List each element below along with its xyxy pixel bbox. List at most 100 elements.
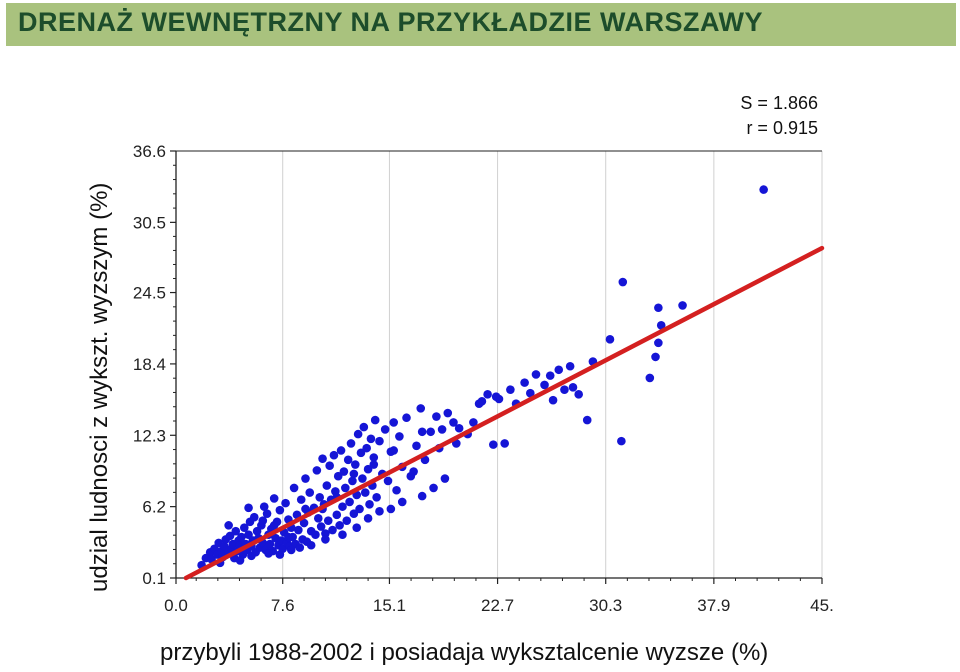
data-point	[265, 539, 275, 549]
data-point	[339, 467, 349, 476]
page-title: DRENAŻ WEWNĘTRZNY NA PRZYKŁADZIE WARSZAW…	[18, 7, 763, 37]
data-point	[369, 460, 379, 469]
data-point	[574, 390, 583, 399]
data-point	[349, 469, 359, 479]
data-point	[343, 455, 353, 465]
data-point	[284, 532, 293, 542]
data-point	[224, 521, 233, 530]
data-point	[332, 510, 342, 520]
data-point	[341, 483, 350, 493]
data-point	[432, 412, 441, 421]
data-point	[520, 378, 529, 387]
data-point	[294, 525, 303, 535]
title-bar: DRENAŻ WEWNĘTRZNY NA PRZYKŁADZIE WARSZAW…	[6, 3, 956, 46]
data-point	[437, 425, 447, 434]
data-point	[360, 488, 370, 497]
data-point	[313, 514, 323, 523]
data-point	[244, 503, 253, 513]
x-tick-label: 15.1	[373, 596, 406, 615]
data-point	[346, 439, 356, 448]
data-point	[345, 497, 354, 507]
tick-labels: 0.1 6.2 12.3 18.4 24.5 30.5 36.6 0.0 7.6 15.1 22.7…	[133, 142, 834, 615]
data-point	[259, 502, 269, 511]
data-point	[269, 494, 279, 503]
data-point	[372, 492, 381, 502]
data-point	[328, 525, 337, 535]
data-point	[409, 467, 418, 476]
data-point	[311, 530, 320, 540]
y-tick-label: 30.5	[133, 213, 166, 232]
data-point	[335, 521, 344, 530]
data-point	[318, 454, 327, 463]
data-point	[370, 415, 380, 425]
data-point	[380, 425, 390, 434]
y-tick-label: 18.4	[133, 355, 166, 374]
data-point	[654, 338, 663, 348]
data-point	[506, 385, 515, 394]
data-point	[281, 498, 290, 508]
y-axis-title: udzial ludnosci z wykszt. wyzszym (%)	[86, 183, 113, 592]
regression-line	[183, 245, 825, 581]
data-point	[568, 383, 578, 392]
data-point	[349, 509, 359, 518]
x-tick-label: 7.6	[271, 596, 295, 615]
fit-line	[183, 245, 825, 581]
data-point	[342, 516, 352, 525]
data-point	[352, 523, 362, 532]
data-point	[325, 461, 334, 470]
data-point	[336, 446, 346, 455]
data-point	[617, 436, 626, 446]
data-point	[656, 321, 666, 330]
data-point	[355, 504, 364, 514]
data-point	[262, 509, 272, 518]
data-point	[582, 415, 592, 425]
y-tick-label: 24.5	[133, 284, 166, 303]
data-point	[305, 488, 315, 497]
data-point	[402, 413, 411, 423]
x-tick-label: 45.	[810, 596, 834, 615]
data-point	[678, 301, 687, 310]
data-point	[474, 399, 484, 408]
data-point	[301, 474, 310, 483]
data-point	[315, 492, 325, 502]
stat-s: S = 1.866	[740, 93, 818, 113]
x-tick-label: 37.9	[697, 596, 730, 615]
data-point	[356, 448, 366, 458]
data-point	[286, 545, 296, 555]
data-point	[316, 522, 326, 531]
data-point	[645, 373, 655, 383]
data-point	[392, 485, 401, 495]
data-point	[416, 404, 426, 413]
data-point	[429, 483, 438, 493]
data-point	[449, 418, 458, 427]
data-point	[299, 518, 309, 528]
data-point	[353, 429, 363, 439]
data-point	[554, 365, 564, 375]
data-point	[237, 532, 246, 542]
data-point	[483, 390, 492, 399]
data-point	[220, 542, 229, 551]
data-point	[239, 523, 249, 532]
data-point	[759, 185, 768, 194]
data-point	[545, 371, 555, 380]
data-point	[301, 504, 310, 514]
data-point	[565, 361, 575, 371]
data-point	[469, 418, 478, 427]
data-point	[443, 408, 453, 418]
y-tick-label: 36.6	[133, 142, 166, 161]
data-point	[395, 432, 404, 441]
data-point	[249, 512, 259, 522]
data-point	[618, 277, 628, 287]
data-point	[548, 395, 558, 405]
data-point	[264, 549, 273, 558]
data-point	[375, 436, 384, 446]
data-point	[275, 550, 285, 559]
data-point	[375, 507, 384, 516]
data-point	[333, 471, 343, 481]
data-point	[363, 514, 373, 523]
data-point	[560, 385, 569, 394]
data-point	[231, 526, 241, 536]
data-point	[296, 495, 306, 504]
grid-lines	[282, 151, 823, 578]
